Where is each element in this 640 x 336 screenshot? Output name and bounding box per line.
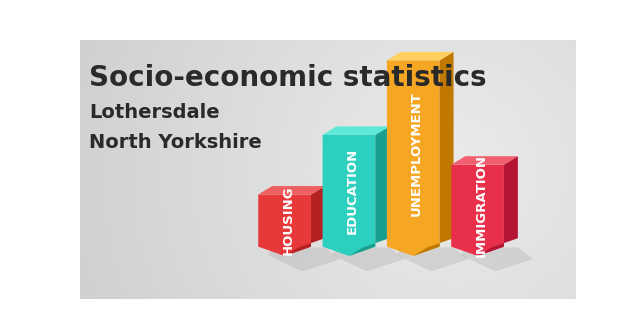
Polygon shape	[349, 126, 389, 256]
Polygon shape	[268, 247, 340, 271]
Polygon shape	[461, 247, 533, 271]
Polygon shape	[323, 126, 389, 135]
Polygon shape	[477, 156, 518, 256]
Polygon shape	[387, 52, 454, 60]
Text: Socio-economic statistics: Socio-economic statistics	[90, 64, 487, 92]
Text: Lothersdale: Lothersdale	[90, 103, 220, 122]
Polygon shape	[451, 165, 504, 256]
Polygon shape	[285, 186, 325, 256]
Polygon shape	[323, 135, 375, 256]
Polygon shape	[259, 195, 311, 256]
Polygon shape	[387, 60, 440, 256]
Polygon shape	[333, 247, 404, 271]
Text: HOUSING: HOUSING	[282, 186, 294, 255]
Text: EDUCATION: EDUCATION	[346, 148, 359, 234]
Polygon shape	[413, 52, 454, 256]
Polygon shape	[259, 186, 325, 195]
Text: UNEMPLOYMENT: UNEMPLOYMENT	[410, 91, 423, 216]
Polygon shape	[451, 156, 518, 165]
Polygon shape	[397, 247, 469, 271]
Text: North Yorkshire: North Yorkshire	[90, 133, 262, 153]
Text: IMMIGRATION: IMMIGRATION	[475, 154, 488, 257]
